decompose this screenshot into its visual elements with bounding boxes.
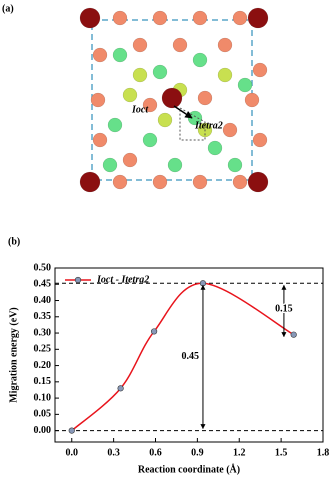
x-tick-label: 1.2 xyxy=(233,447,246,458)
plot-frame xyxy=(54,267,324,443)
atom xyxy=(79,171,101,193)
annotation: Itetra2 xyxy=(194,120,223,131)
annotation: 0.45 xyxy=(181,351,199,362)
annotation: 0.15 xyxy=(275,303,293,314)
data-point xyxy=(68,427,75,434)
annotation: Ioct xyxy=(131,104,149,115)
atom xyxy=(90,92,106,108)
x-tick-label: 0.6 xyxy=(149,447,162,458)
atom xyxy=(247,171,269,193)
atom xyxy=(167,157,183,173)
x-tick-label: 1.8 xyxy=(317,447,330,458)
atom xyxy=(232,10,248,26)
y-axis-label: Migration energy (eV) xyxy=(8,307,19,403)
atom xyxy=(232,174,248,190)
atom xyxy=(122,152,138,168)
atom xyxy=(92,132,108,148)
atom xyxy=(172,37,188,53)
atom xyxy=(132,67,148,83)
atom xyxy=(152,10,168,26)
data-point xyxy=(117,385,124,392)
atom xyxy=(247,7,269,29)
data-point xyxy=(151,328,158,335)
legend-marker xyxy=(74,276,82,284)
legend-label: Ioct - Itetra2 xyxy=(96,274,149,285)
atom xyxy=(142,132,158,148)
y-tick-label: 0.20 xyxy=(34,360,52,371)
panel-label: (a) xyxy=(2,3,14,14)
y-tick-label: 0.50 xyxy=(34,262,52,273)
atom xyxy=(207,140,223,156)
atom xyxy=(112,47,128,63)
atom xyxy=(161,87,183,109)
atom xyxy=(152,174,168,190)
migration-arrow xyxy=(173,105,193,119)
atom xyxy=(192,52,208,68)
atom xyxy=(252,132,268,148)
y-tick-label: 0.35 xyxy=(34,311,52,322)
atom xyxy=(102,157,118,173)
atom xyxy=(217,37,233,53)
x-tick-label: 0.3 xyxy=(107,447,120,458)
atom xyxy=(157,112,173,128)
atom xyxy=(227,157,243,173)
x-tick-label: 1.5 xyxy=(275,447,288,458)
y-tick-label: 0.15 xyxy=(34,376,52,387)
atom xyxy=(79,7,101,29)
atom xyxy=(217,67,233,83)
y-tick-label: 0.05 xyxy=(34,409,52,420)
atom xyxy=(222,122,238,138)
x-tick-label: 0.9 xyxy=(191,447,204,458)
atom xyxy=(92,47,108,63)
atom xyxy=(112,10,128,26)
panel-label: (b) xyxy=(8,236,20,247)
x-tick-label: 0.0 xyxy=(66,447,79,458)
atom xyxy=(237,77,253,93)
atom xyxy=(244,92,260,108)
y-tick-label: 0.30 xyxy=(34,327,52,338)
y-tick-label: 0.25 xyxy=(34,344,52,355)
atom xyxy=(107,117,123,133)
data-point xyxy=(199,280,207,287)
y-tick-label: 0.45 xyxy=(34,279,52,290)
x-axis-label: Reaction coordinate (Å) xyxy=(138,463,240,475)
atom xyxy=(112,174,128,190)
atom xyxy=(197,90,213,106)
structure-panel: (a) Ioct Itetra2 xyxy=(2,3,269,193)
atom xyxy=(192,174,208,190)
atom xyxy=(192,10,208,26)
atom xyxy=(122,87,138,103)
atom xyxy=(152,64,168,80)
data-point xyxy=(290,331,297,338)
y-tick-label: 0.40 xyxy=(34,295,52,306)
y-tick-label: 0.00 xyxy=(34,425,52,436)
atom xyxy=(132,37,148,53)
y-tick-label: 0.10 xyxy=(34,392,52,403)
atom xyxy=(142,97,158,113)
atom xyxy=(252,62,268,78)
